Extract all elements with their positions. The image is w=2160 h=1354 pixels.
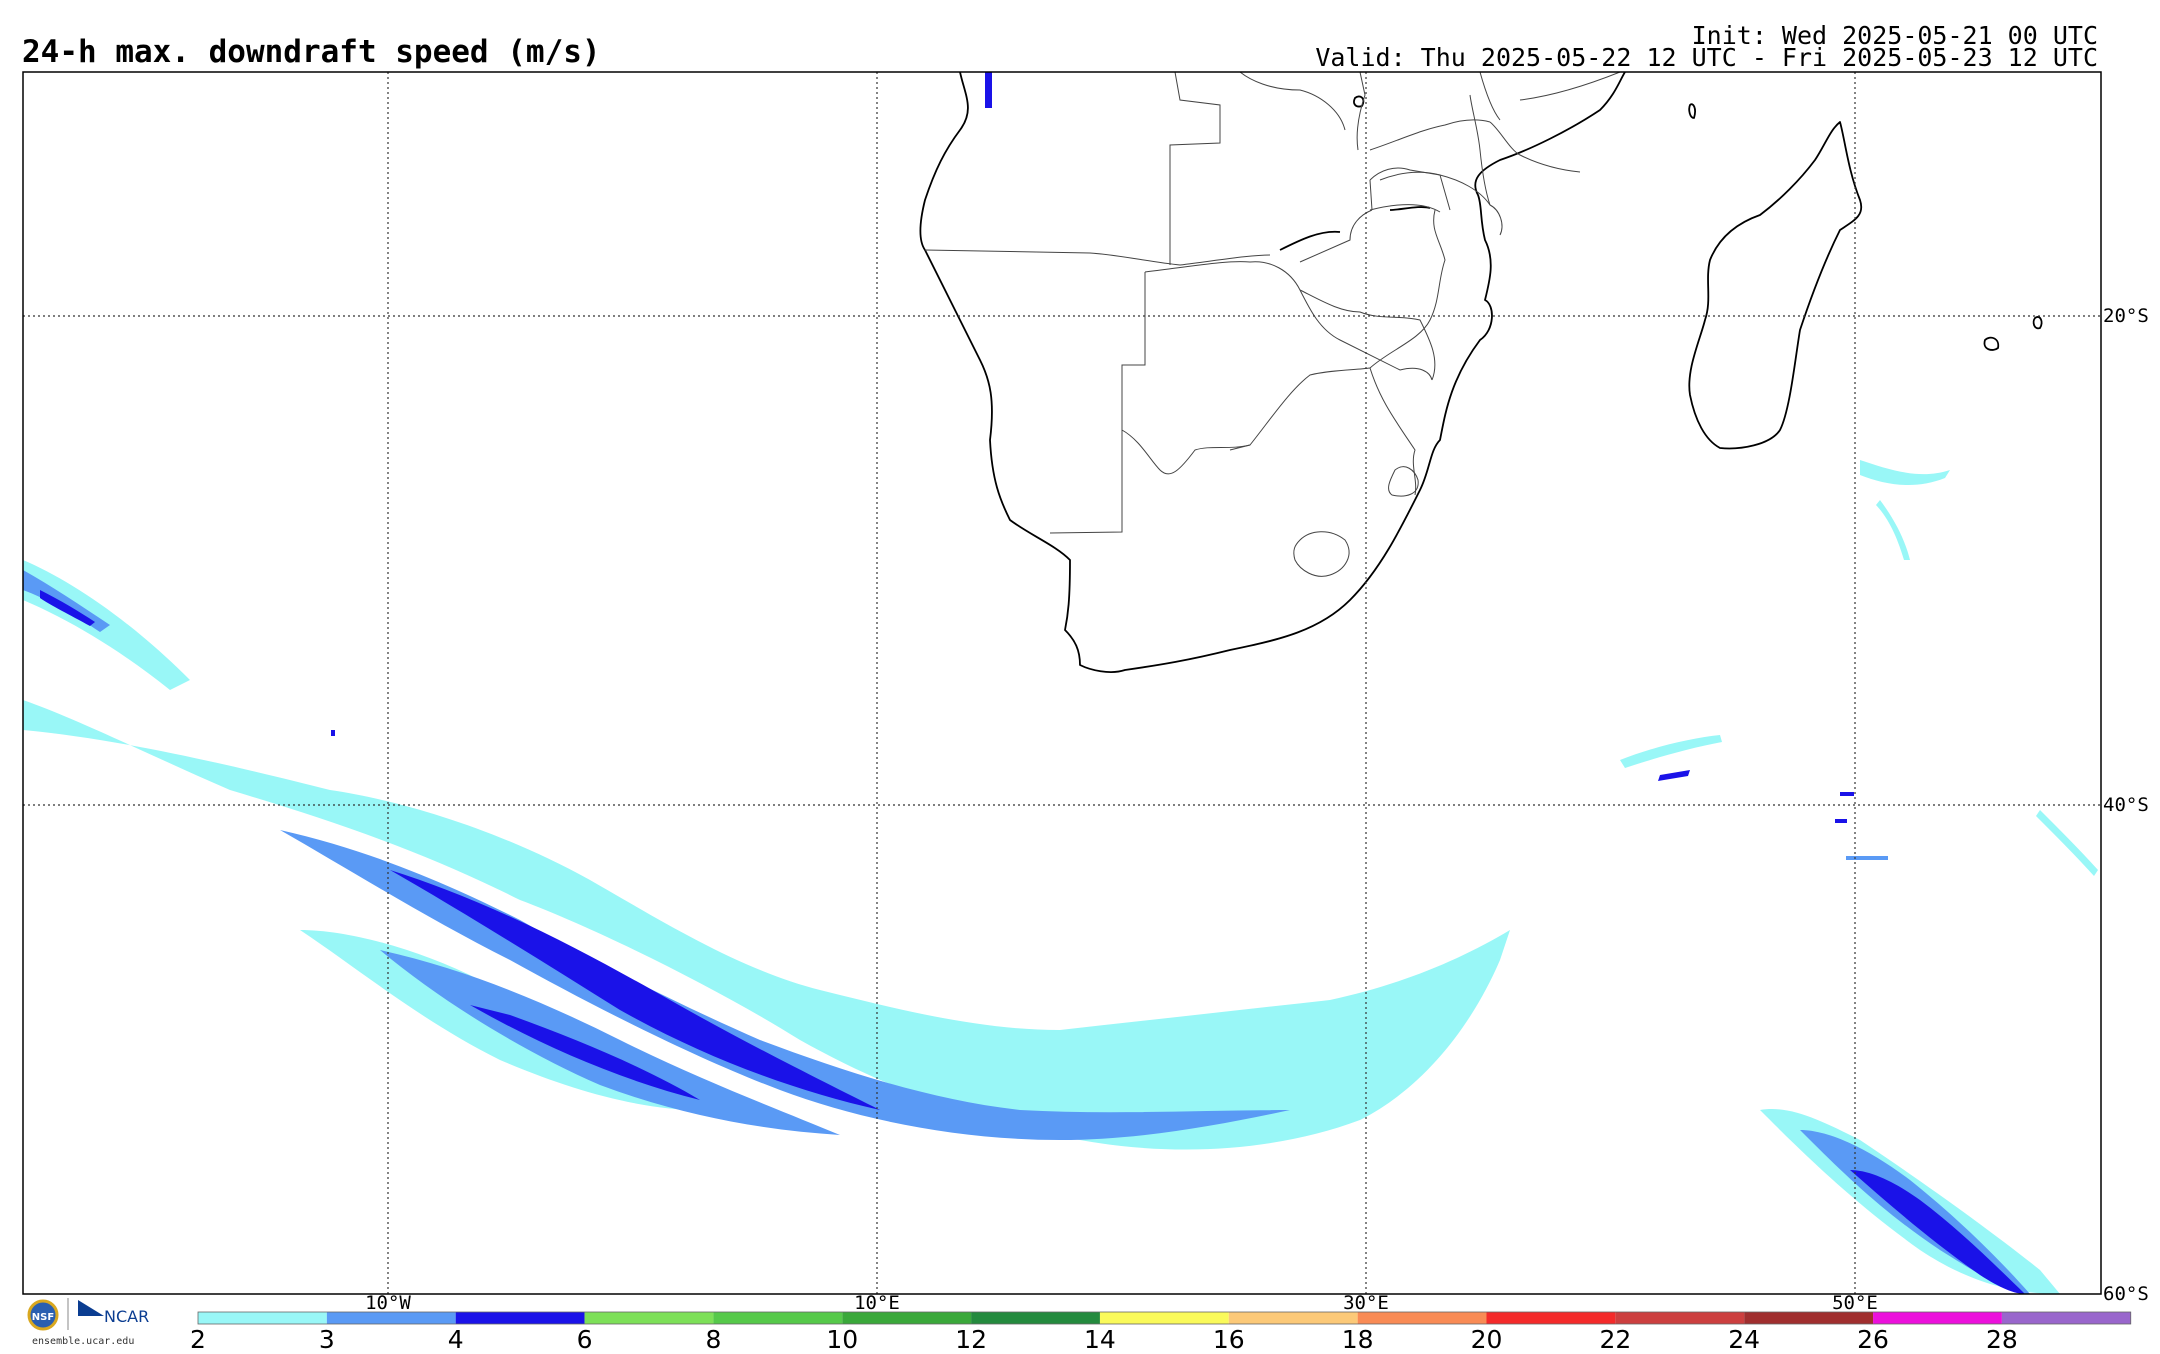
colorbar-swatch: [455, 1312, 585, 1324]
colorbar-swatch: [971, 1312, 1100, 1324]
colorbar-tick-label: 18: [1342, 1325, 1374, 1354]
colorbar: 2 3 4 6 8 10 12 14 16 18 20 22 24 26 28: [190, 1311, 2132, 1354]
colorbar-tick-label: 24: [1728, 1325, 1760, 1354]
colorbar-swatch: [1486, 1312, 1616, 1324]
ncar-logo-text: NCAR: [104, 1307, 149, 1326]
colorbar-swatch: [1873, 1312, 2002, 1324]
colorbar-tick-label: 14: [1084, 1325, 1116, 1354]
nsf-logo-text: NSF: [32, 1312, 54, 1323]
colorbar-swatch: [2001, 1312, 2131, 1324]
map-frame: [22, 71, 2102, 1295]
colorbar-tick-label: 16: [1213, 1325, 1245, 1354]
colorbar-swatch: [1228, 1312, 1358, 1324]
lon-label-10e: 10°E: [854, 1292, 900, 1314]
colorbar-frame: [197, 1311, 2132, 1325]
colorbar-tick-label: 22: [1599, 1325, 1631, 1354]
colorbar-tick-label: 8: [705, 1325, 721, 1354]
ncar-logo: NCAR: [78, 1300, 149, 1326]
colorbar-swatch: [713, 1312, 843, 1324]
colorbar-tick-label: 6: [577, 1325, 593, 1354]
colorbar-swatch: [1744, 1312, 1874, 1324]
colorbar-tick-label: 28: [1986, 1325, 2018, 1354]
coastlines: [919, 72, 2043, 673]
colorbar-swatch: [1615, 1312, 1745, 1324]
colorbar-swatch: [1357, 1312, 1487, 1324]
lat-label-60s: 60°S: [2103, 1283, 2149, 1305]
colorbar-swatch: [198, 1312, 327, 1324]
downdraft-field: [23, 72, 2098, 1294]
colorbar-tick-label: 20: [1471, 1325, 1503, 1354]
lat-label-40s: 40°S: [2103, 794, 2149, 816]
colorbar-swatch: [326, 1312, 456, 1324]
nsf-logo: NSF: [27, 1299, 59, 1331]
lon-label-50e: 50°E: [1832, 1292, 1878, 1314]
colorbar-tick-label: 12: [955, 1325, 987, 1354]
lon-label-10w: 10°W: [365, 1292, 411, 1314]
ensemble-url: ensemble.ucar.edu: [32, 1336, 134, 1347]
colorbar-tick-label: 4: [448, 1325, 464, 1354]
colorbar-swatch: [842, 1312, 972, 1324]
lon-label-30e: 30°E: [1343, 1292, 1389, 1314]
colorbar-swatch: [584, 1312, 714, 1324]
national-borders: [924, 72, 1621, 577]
valid-time: Valid: Thu 2025-05-22 12 UTC - Fri 2025-…: [1315, 43, 2098, 72]
colorbar-tick-label: 2: [190, 1325, 206, 1354]
colorbar-tick-label: 3: [319, 1325, 335, 1354]
colorbar-swatch: [1099, 1312, 1229, 1324]
colorbar-tick-label: 10: [826, 1325, 858, 1354]
graticule: [23, 72, 2101, 1294]
lat-label-20s: 20°S: [2103, 305, 2149, 327]
map-area: [23, 72, 2101, 1294]
map-title: 24-h max. downdraft speed (m/s): [22, 34, 601, 70]
colorbar-tick-label: 26: [1857, 1325, 1889, 1354]
ncar-logo-mark: [78, 1300, 104, 1316]
init-time: Init: Wed 2025-05-21 00 UTC: [1692, 21, 2098, 50]
